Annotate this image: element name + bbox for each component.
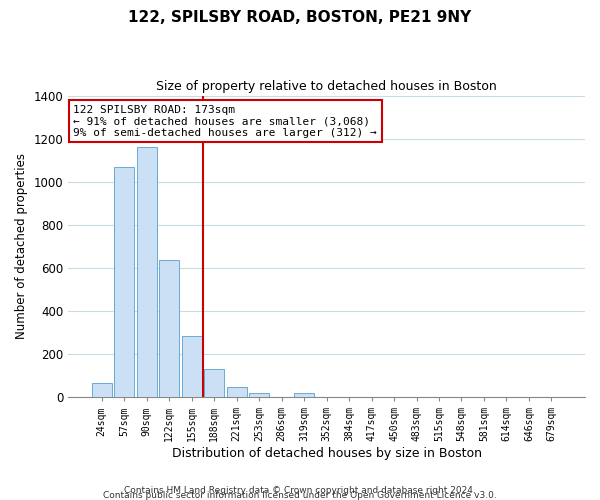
Bar	[227, 387, 247, 397]
Text: Contains public sector information licensed under the Open Government Licence v3: Contains public sector information licen…	[103, 491, 497, 500]
Text: 122 SPILSBY ROAD: 173sqm
← 91% of detached houses are smaller (3,068)
9% of semi: 122 SPILSBY ROAD: 173sqm ← 91% of detach…	[73, 104, 377, 138]
Bar	[92, 383, 112, 397]
Bar	[204, 369, 224, 397]
Y-axis label: Number of detached properties: Number of detached properties	[15, 154, 28, 340]
Bar	[114, 166, 134, 397]
Text: 122, SPILSBY ROAD, BOSTON, PE21 9NY: 122, SPILSBY ROAD, BOSTON, PE21 9NY	[128, 10, 472, 25]
Bar	[137, 148, 157, 397]
Bar	[159, 260, 179, 397]
Bar	[249, 394, 269, 397]
Title: Size of property relative to detached houses in Boston: Size of property relative to detached ho…	[156, 80, 497, 93]
Bar	[182, 336, 202, 397]
Text: Contains HM Land Registry data © Crown copyright and database right 2024.: Contains HM Land Registry data © Crown c…	[124, 486, 476, 495]
Bar	[294, 394, 314, 397]
X-axis label: Distribution of detached houses by size in Boston: Distribution of detached houses by size …	[172, 447, 482, 460]
